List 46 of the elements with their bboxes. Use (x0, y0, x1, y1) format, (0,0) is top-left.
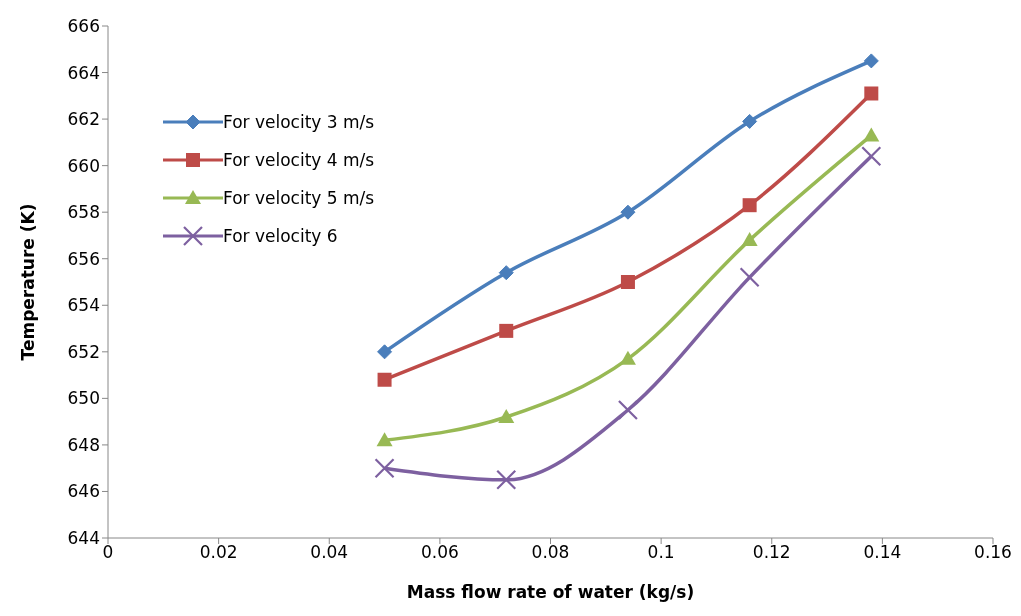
y-tick-label: 656 (67, 248, 100, 269)
y-tick-label: 666 (67, 16, 100, 37)
x-tick-label: 0.06 (420, 542, 459, 563)
y-tick-label: 644 (67, 528, 100, 549)
point (741, 232, 758, 247)
y-tick-label: 654 (67, 295, 100, 316)
point (864, 86, 879, 101)
point (374, 458, 395, 479)
point (498, 408, 515, 423)
point (377, 372, 392, 387)
y-tick-label: 660 (67, 155, 100, 176)
point (863, 127, 880, 142)
x-tick-label: 0 (102, 542, 114, 563)
legend-label: For velocity 4 m/s (223, 150, 375, 170)
y-tick-label: 646 (67, 481, 100, 502)
point (376, 432, 393, 447)
legend-label: For velocity 3 m/s (223, 112, 375, 132)
point (742, 113, 758, 129)
point (496, 469, 517, 490)
y-tick-label: 650 (67, 388, 100, 409)
legend-label: For velocity 5 m/s (223, 188, 375, 208)
point (863, 53, 879, 69)
point (499, 323, 514, 338)
x-tick-label: 0.12 (752, 542, 791, 563)
y-axis-title: Temperature (K) (18, 203, 39, 361)
x-tick-label: 0.14 (863, 542, 902, 563)
point (861, 146, 882, 167)
legend-label: For velocity 6 (223, 226, 338, 246)
y-tick-label: 652 (67, 341, 100, 362)
y-tick-label: 662 (67, 109, 100, 130)
x-tick-label: 0.02 (199, 542, 238, 563)
x-tick-label: 0.1 (647, 542, 675, 563)
y-tick-label: 664 (67, 62, 100, 83)
point (619, 350, 636, 365)
point (377, 344, 393, 360)
x-axis-title: Mass flow rate of water (kg/s) (406, 582, 695, 602)
point (620, 204, 636, 220)
x-tick-label: 0.08 (531, 542, 570, 563)
y-tick-label: 658 (67, 202, 100, 223)
point (498, 265, 514, 281)
y-tick-label: 648 (67, 434, 100, 455)
point (617, 399, 639, 421)
point (620, 275, 635, 289)
point (742, 198, 757, 213)
x-tick-label: 0.04 (310, 542, 349, 563)
x-tick-label: 0.16 (974, 542, 1012, 563)
